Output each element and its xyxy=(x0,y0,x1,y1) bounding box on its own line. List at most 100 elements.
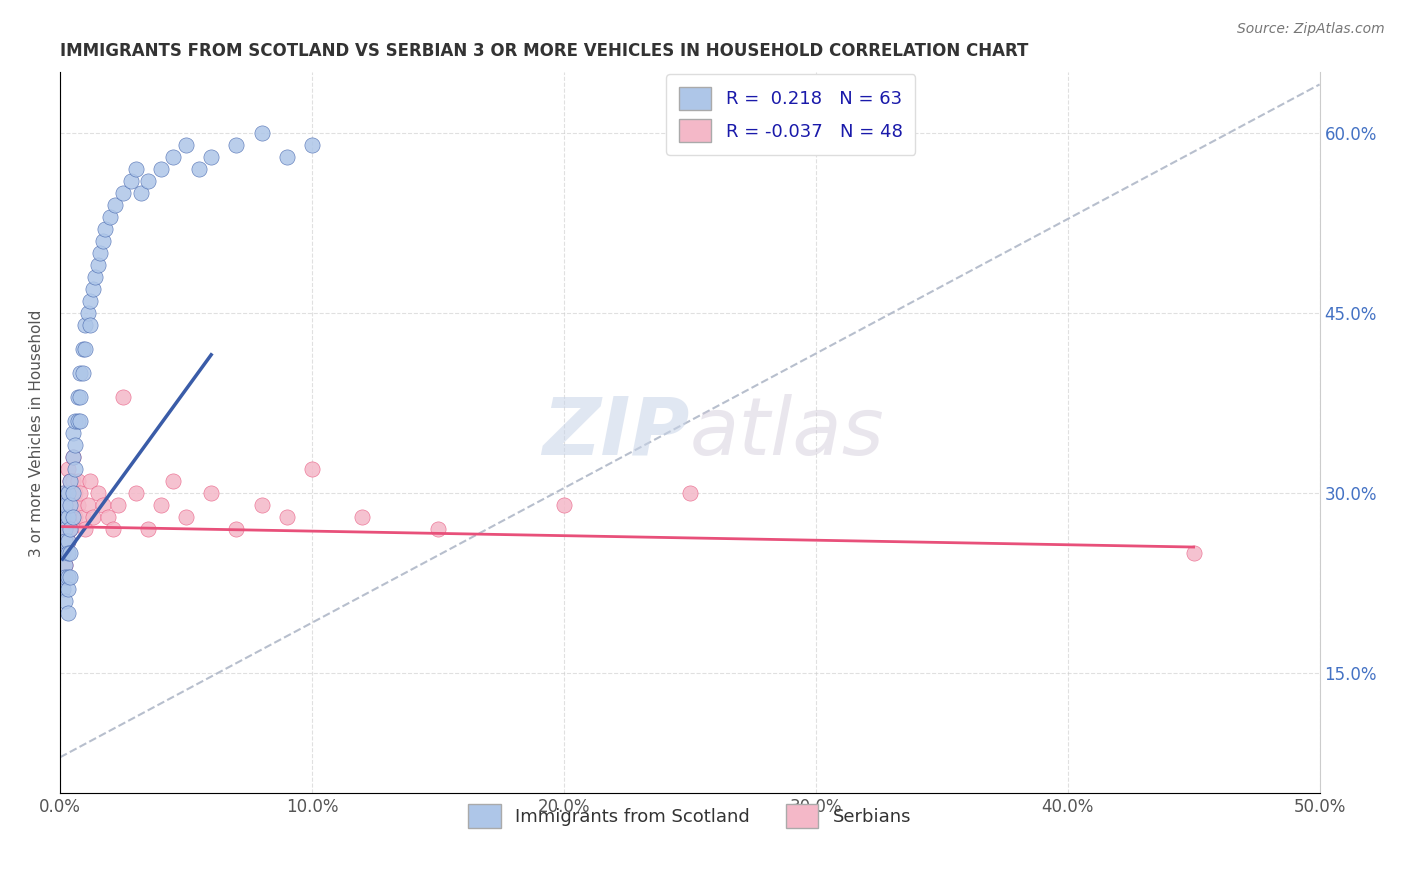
Point xyxy=(94,221,117,235)
Point xyxy=(100,210,122,224)
Point xyxy=(87,486,110,500)
Point xyxy=(111,390,134,404)
Point xyxy=(111,186,134,200)
Point xyxy=(76,498,98,512)
Point xyxy=(679,486,702,500)
Point xyxy=(149,161,172,176)
Point xyxy=(62,510,84,524)
Point xyxy=(352,510,374,524)
Point xyxy=(53,510,76,524)
Point xyxy=(276,510,298,524)
Point xyxy=(53,558,76,572)
Point xyxy=(56,510,79,524)
Point xyxy=(553,498,575,512)
Point xyxy=(174,510,197,524)
Point xyxy=(56,486,79,500)
Point xyxy=(187,161,209,176)
Point xyxy=(59,570,82,584)
Point xyxy=(63,462,86,476)
Point xyxy=(59,498,82,512)
Point xyxy=(124,486,146,500)
Text: atlas: atlas xyxy=(690,394,884,472)
Point xyxy=(56,486,79,500)
Point xyxy=(149,498,172,512)
Point xyxy=(66,498,89,512)
Point xyxy=(69,366,91,380)
Point xyxy=(104,197,127,211)
Point xyxy=(62,498,84,512)
Point xyxy=(59,474,82,488)
Point xyxy=(53,558,76,572)
Point xyxy=(84,269,107,284)
Point xyxy=(162,474,184,488)
Y-axis label: 3 or more Vehicles in Household: 3 or more Vehicles in Household xyxy=(30,310,44,557)
Point xyxy=(69,486,91,500)
Point xyxy=(53,486,76,500)
Point xyxy=(69,390,91,404)
Point xyxy=(59,498,82,512)
Point xyxy=(56,510,79,524)
Point xyxy=(107,498,129,512)
Point xyxy=(66,474,89,488)
Point xyxy=(75,318,97,332)
Point xyxy=(200,486,222,500)
Point xyxy=(301,462,323,476)
Point xyxy=(63,414,86,428)
Point xyxy=(63,438,86,452)
Point xyxy=(62,474,84,488)
Point xyxy=(56,546,79,560)
Point xyxy=(82,282,104,296)
Point xyxy=(76,306,98,320)
Point xyxy=(62,450,84,464)
Point xyxy=(59,546,82,560)
Point xyxy=(63,486,86,500)
Point xyxy=(174,137,197,152)
Point xyxy=(301,137,323,152)
Point xyxy=(136,522,159,536)
Point xyxy=(82,510,104,524)
Point xyxy=(59,522,82,536)
Point xyxy=(225,522,247,536)
Point xyxy=(56,606,79,620)
Point xyxy=(129,186,152,200)
Point xyxy=(250,498,273,512)
Point xyxy=(51,510,73,524)
Text: ZIP: ZIP xyxy=(543,394,690,472)
Point xyxy=(51,546,73,560)
Point xyxy=(53,534,76,549)
Point xyxy=(63,510,86,524)
Point xyxy=(56,462,79,476)
Point xyxy=(225,137,247,152)
Point xyxy=(62,486,84,500)
Point xyxy=(51,486,73,500)
Point xyxy=(66,414,89,428)
Point xyxy=(75,522,97,536)
Point xyxy=(276,149,298,163)
Point xyxy=(72,366,94,380)
Point xyxy=(162,149,184,163)
Point xyxy=(53,570,76,584)
Point xyxy=(51,522,73,536)
Point xyxy=(59,522,82,536)
Point xyxy=(91,498,114,512)
Point xyxy=(56,534,79,549)
Point xyxy=(124,161,146,176)
Point xyxy=(62,425,84,440)
Point xyxy=(53,522,76,536)
Point xyxy=(136,173,159,187)
Point xyxy=(53,534,76,549)
Legend: Immigrants from Scotland, Serbians: Immigrants from Scotland, Serbians xyxy=(461,797,918,835)
Text: Source: ZipAtlas.com: Source: ZipAtlas.com xyxy=(1237,22,1385,37)
Text: IMMIGRANTS FROM SCOTLAND VS SERBIAN 3 OR MORE VEHICLES IN HOUSEHOLD CORRELATION : IMMIGRANTS FROM SCOTLAND VS SERBIAN 3 OR… xyxy=(60,42,1028,60)
Point xyxy=(426,522,449,536)
Point xyxy=(72,342,94,356)
Point xyxy=(72,510,94,524)
Point xyxy=(89,245,111,260)
Point xyxy=(62,450,84,464)
Point xyxy=(120,173,142,187)
Point xyxy=(56,582,79,596)
Point xyxy=(79,474,101,488)
Point xyxy=(91,234,114,248)
Point xyxy=(1182,546,1205,560)
Point xyxy=(53,498,76,512)
